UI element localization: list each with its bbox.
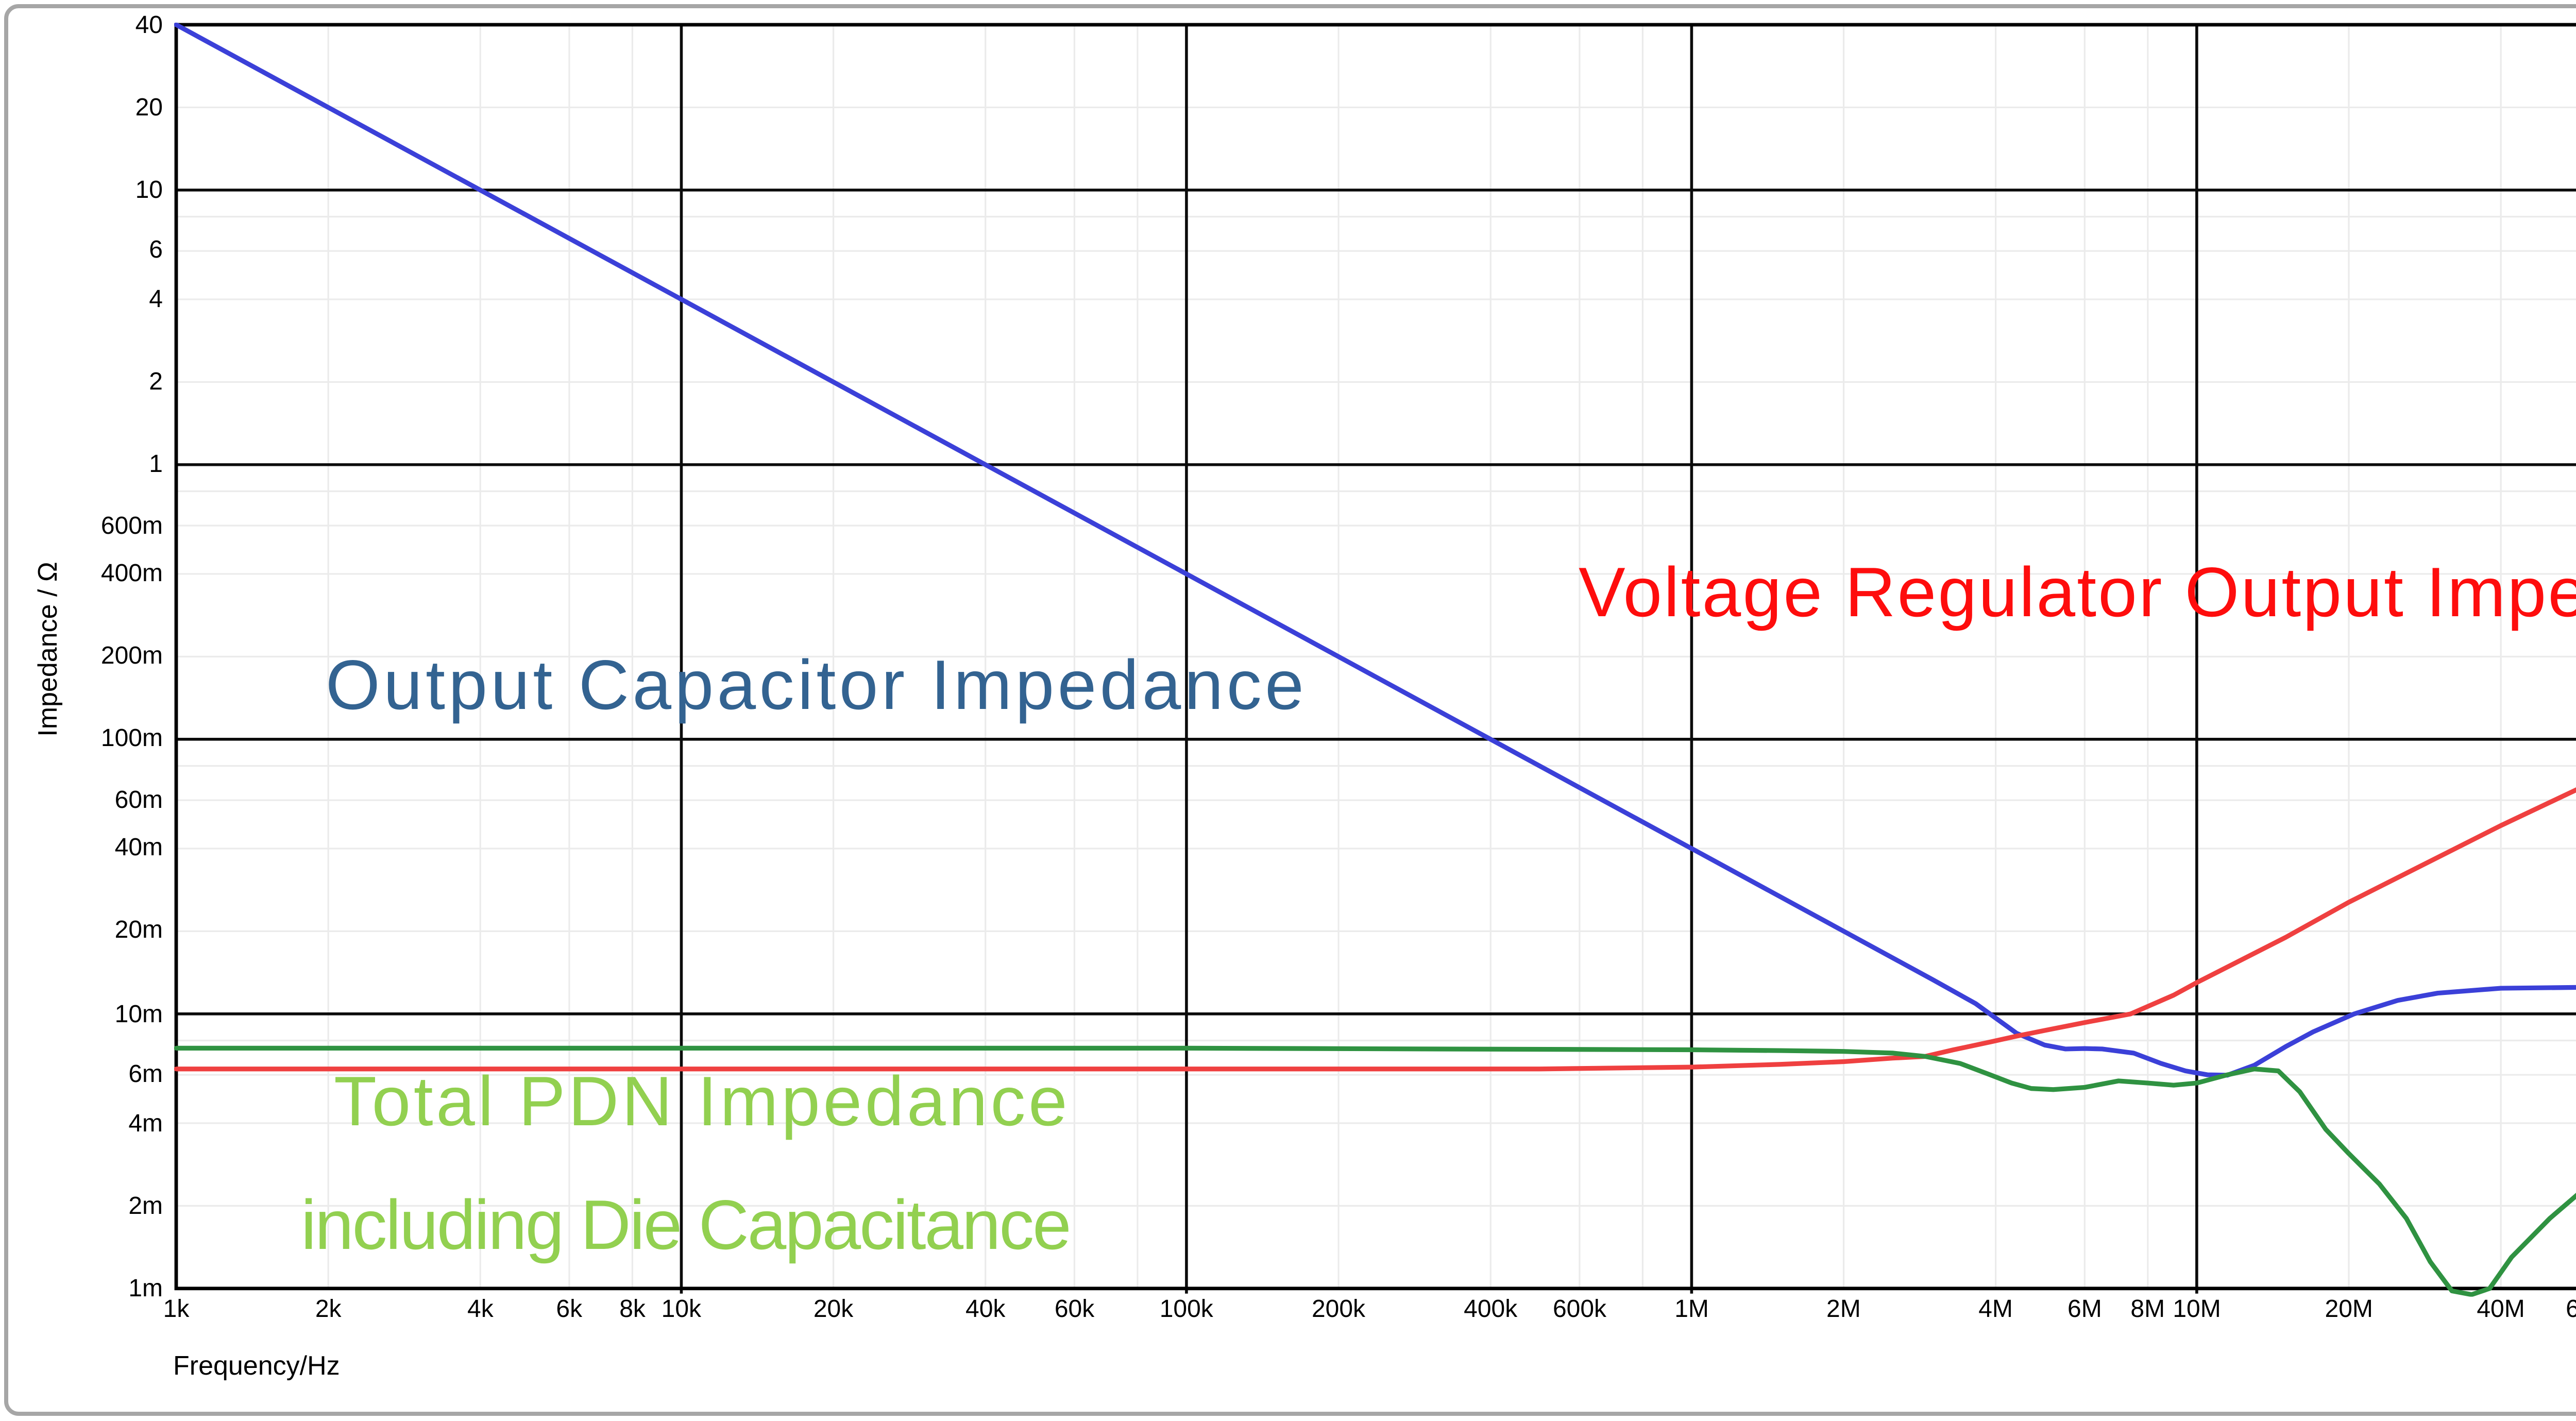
y-tick-label: 10 <box>135 174 163 204</box>
voltage-regulator-output-impedance-label: Voltage Regulator Output Impedance <box>1579 554 2576 633</box>
x-tick-label: 10k <box>661 1294 702 1323</box>
x-tick-label: 100k <box>1159 1294 1213 1323</box>
x-tick-label: 400k <box>1464 1294 1518 1323</box>
output-capacitor-impedance-label: Output Capacitor Impedance <box>326 647 1308 725</box>
x-tick-label: 20k <box>813 1294 854 1323</box>
y-tick-label: 2m <box>128 1190 163 1220</box>
x-tick-label: 20M <box>2325 1294 2373 1323</box>
x-tick-label: 6k <box>556 1294 583 1323</box>
plot-border <box>174 23 2576 1291</box>
y-tick-label: 200m <box>100 641 163 670</box>
x-tick-label: 4k <box>467 1294 494 1323</box>
x-tick-label: 60M <box>2566 1295 2576 1323</box>
x-tick-label: 8k <box>619 1294 646 1323</box>
y-tick-label: 4m <box>128 1108 163 1137</box>
y-tick-label: 40m <box>114 833 163 862</box>
x-tick-label: 600k <box>1552 1294 1607 1323</box>
y-tick-label: 100m <box>100 723 163 753</box>
y-tick-label: 2 <box>149 366 163 396</box>
x-tick-label: 2k <box>315 1294 342 1323</box>
y-tick-label: 400m <box>100 559 163 587</box>
x-tick-label: 10M <box>2173 1294 2221 1323</box>
x-tick-label: 200k <box>1311 1294 1366 1323</box>
x-tick-label: 6M <box>2067 1294 2102 1323</box>
y-tick-label: 10m <box>114 999 163 1027</box>
total-pdn-impedance-label-line1: Total PDN Impedance <box>334 1063 1071 1142</box>
y-axis-title: Impedance / Ω <box>32 562 63 737</box>
x-tick-label: 4M <box>1978 1294 2013 1323</box>
y-tick-label: 6m <box>128 1059 163 1088</box>
chart-frame <box>4 4 2576 1416</box>
y-tick-label: 6 <box>149 235 163 265</box>
curve-voltage-regulator-output-impedance <box>174 787 2576 1072</box>
y-tick-label: 1 <box>149 449 163 478</box>
x-tick-label: 40k <box>965 1294 1006 1323</box>
y-tick-label: 1m <box>128 1273 163 1302</box>
y-tick-label: 40 <box>135 9 163 38</box>
grid-major-lines <box>176 25 2576 1294</box>
curve-output-capacitor-impedance <box>174 23 2576 1078</box>
x-tick-label: 40M <box>2477 1294 2525 1323</box>
y-tick-label: 4 <box>149 283 163 313</box>
x-tick-label: 1M <box>1674 1294 1709 1323</box>
x-tick-label: 8M <box>2130 1294 2165 1323</box>
x-tick-label: 2M <box>1826 1294 1861 1323</box>
y-tick-label: 20m <box>114 916 163 945</box>
y-tick-label: 20 <box>135 92 163 121</box>
x-tick-label: 1k <box>163 1294 190 1323</box>
x-tick-label: 60k <box>1054 1294 1095 1323</box>
y-tick-label: 600m <box>100 510 163 539</box>
x-axis-title: Frequency/Hz <box>173 1350 340 1381</box>
total-pdn-impedance-label-line2: including Die Capacitance <box>301 1187 1072 1265</box>
y-tick-label: 60m <box>114 785 163 814</box>
curve-total-pdn-impedance-including-die-capacitance <box>174 1045 2576 1297</box>
